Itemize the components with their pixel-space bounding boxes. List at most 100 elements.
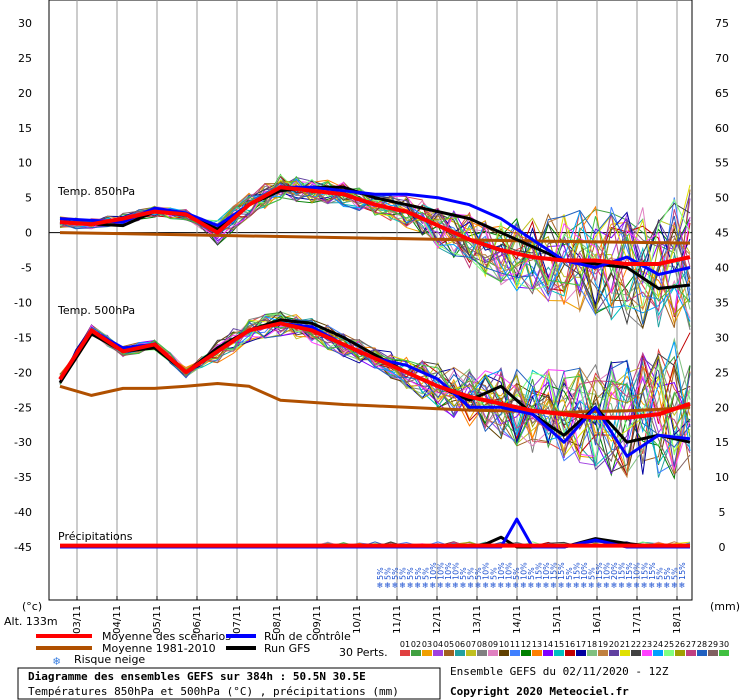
snow-risk-value: 5% — [670, 567, 679, 580]
x-tick-date: 18/11 — [672, 605, 683, 634]
x-tick-date: 05/11 — [152, 605, 163, 634]
snow-risk-value: 5% — [512, 567, 521, 580]
y-tick-right: 20 — [715, 401, 729, 414]
snowflake-icon: ❄ — [460, 581, 467, 590]
snowflake-icon: ❄ — [490, 581, 497, 590]
footer-subtitle: Températures 850hPa et 500hPa (°C) , pré… — [28, 685, 399, 698]
footer-title: Diagramme des ensembles GEFS sur 384h : … — [28, 670, 366, 683]
pert-number: 07 — [466, 640, 476, 649]
legend-gfs-run: Run GFS — [264, 642, 310, 655]
snow-risk-value: 15% — [535, 562, 544, 580]
pert-swatch — [532, 650, 542, 656]
pert-swatch — [719, 650, 729, 656]
pert-number: 23 — [642, 640, 652, 649]
snowflake-icon: ❄ — [535, 581, 542, 590]
x-tick-date: 07/11 — [232, 605, 243, 634]
snowflake-icon: ❄ — [656, 581, 663, 590]
snow-risk-value: 10% — [504, 562, 513, 580]
snowflake-icon: ❄ — [422, 581, 429, 590]
snowflake-icon: ❄ — [664, 581, 671, 590]
snowflake-icon: ❄ — [452, 581, 459, 590]
pert-number: 08 — [477, 640, 487, 649]
y-tick-right: 55 — [715, 157, 729, 170]
snow-risk-row: ❄5%❄5%❄5%❄5%❄5%❄5%❄5%❄10%❄10%❄10%❄10%❄5%… — [376, 562, 687, 590]
snowflake-icon: ❄ — [399, 581, 406, 590]
legend-mean-scenarios: Moyenne des scénarios — [102, 630, 231, 643]
y-axis-left: 30 25 20 15 10 5 0 -5 -10 -15 -20 -25 -30 -35 -40 -45 — [14, 17, 32, 554]
snowflake-icon: ❄ — [384, 581, 391, 590]
pert-swatch — [411, 650, 421, 656]
y-tick-right: 45 — [715, 227, 729, 240]
y-tick-left: -10 — [14, 296, 32, 309]
snow-risk-value: 15% — [557, 562, 566, 580]
pert-swatch — [686, 650, 696, 656]
panel-label-t850: Temp. 850hPa — [57, 185, 135, 198]
y-tick-right: 40 — [715, 262, 729, 275]
series-line-t850 — [59, 185, 691, 266]
snow-risk-value: 5% — [459, 567, 468, 580]
y-tick-right: 15 — [715, 436, 729, 449]
pert-swatch — [554, 650, 564, 656]
pert-swatch — [565, 650, 575, 656]
snow-risk-value: 5% — [421, 567, 430, 580]
pert-swatch — [466, 650, 476, 656]
snowflake-icon: ❄ — [558, 581, 565, 590]
pert-number: 24 — [653, 640, 663, 649]
pert-number: 02 — [411, 640, 421, 649]
snow-risk-value: 10% — [519, 562, 528, 580]
y-tick-left: 5 — [25, 192, 32, 205]
snowflake-icon: ❄ — [611, 581, 618, 590]
snow-risk-value: 15% — [595, 562, 604, 580]
y-tick-right: 0 — [719, 541, 726, 554]
snowflake-icon: ❄ — [679, 581, 686, 590]
pert-number: 09 — [488, 640, 498, 649]
x-tick-date: 17/11 — [632, 605, 643, 634]
y-tick-left: -25 — [14, 401, 32, 414]
snowflake-icon: ❄ — [414, 581, 421, 590]
y-tick-right: 75 — [715, 17, 729, 30]
snow-risk-value: 5% — [587, 567, 596, 580]
x-tick-date: 12/11 — [432, 605, 443, 634]
pert-number: 29 — [708, 640, 718, 649]
x-tick-date: 04/11 — [112, 605, 123, 634]
series-line-t500 — [59, 382, 691, 414]
y-tick-right: 10 — [715, 471, 729, 484]
snow-risk-value: 5% — [565, 567, 574, 580]
snow-risk-value: 10% — [633, 562, 642, 580]
pert-number: 18 — [587, 640, 597, 649]
snow-risk-value: 5% — [474, 567, 483, 580]
pert-number: 15 — [554, 640, 564, 649]
snowflake-icon: ❄ — [497, 581, 504, 590]
snow-risk-value: 5% — [376, 567, 385, 580]
footer-copyright: Copyright 2020 Meteociel.fr — [450, 685, 629, 698]
pert-number: 11 — [510, 640, 520, 649]
series-line-t850 — [59, 231, 691, 245]
pert-number: 04 — [433, 640, 443, 649]
snow-risk-value: 5% — [489, 567, 498, 580]
legend-control-run: Run de contrôle — [264, 630, 351, 643]
snowflake-icon: ❄ — [618, 581, 625, 590]
pert-swatch — [708, 650, 718, 656]
y-tick-right: 25 — [715, 366, 729, 379]
y-tick-left: 20 — [18, 87, 32, 100]
legend-mean-climate: Moyenne 1981-2010 — [102, 642, 216, 655]
snowflake-icon: ❄ — [550, 581, 557, 590]
pert-number: 28 — [697, 640, 707, 649]
pert-swatch — [653, 650, 663, 656]
pert-swatch — [422, 650, 432, 656]
y-tick-left: 25 — [18, 52, 32, 65]
snow-risk-value: 5% — [399, 567, 408, 580]
y-tick-left: -35 — [14, 471, 32, 484]
x-tick-date: 16/11 — [592, 605, 603, 634]
x-tick-date: 06/11 — [192, 605, 203, 634]
snow-risk-value: 15% — [572, 562, 581, 580]
y-tick-right: 50 — [715, 192, 729, 205]
legend-perts-label: 30 Perts. — [339, 646, 388, 659]
pert-number: 14 — [543, 640, 553, 649]
perturbation-line-t850 — [59, 176, 691, 315]
x-tick-date: 13/11 — [472, 605, 483, 634]
snow-risk-value: 10% — [482, 562, 491, 580]
pert-number: 03 — [422, 640, 432, 649]
pert-number: 06 — [455, 640, 465, 649]
